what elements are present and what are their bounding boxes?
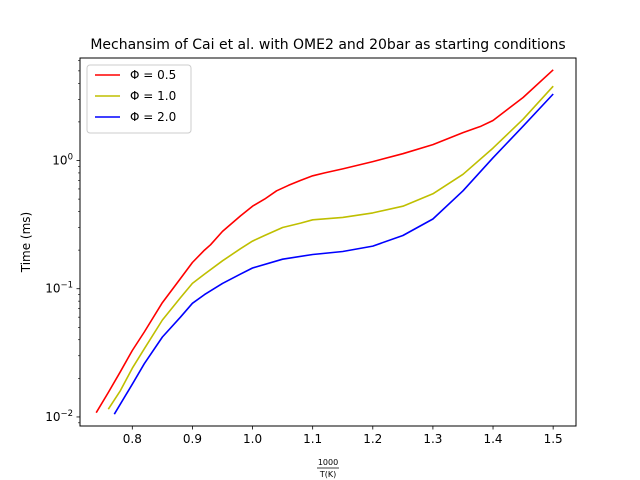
y-tick-label-0: 10−2 <box>45 409 73 424</box>
x-tick-label-0: 0.8 <box>123 432 142 446</box>
x-tick-label-2: 1.0 <box>243 432 262 446</box>
y-axis-label: Time (ms) <box>19 212 33 274</box>
y-axis: 10−2 10−1 100 <box>45 60 80 424</box>
y-tick-label-1: 10−1 <box>45 281 73 296</box>
series-line-0 <box>95 69 554 414</box>
series-line-2 <box>113 93 554 415</box>
x-tick-label-1: 0.9 <box>183 432 202 446</box>
x-tick-label-5: 1.3 <box>423 432 442 446</box>
x-tick-label-6: 1.4 <box>483 432 502 446</box>
x-axis-label-denominator: T(K) <box>319 470 336 479</box>
legend-label-1: Φ = 1.0 <box>130 89 176 103</box>
legend-label-2: Φ = 2.0 <box>130 110 176 124</box>
legend: Φ = 0.5 Φ = 1.0 Φ = 2.0 <box>86 64 192 134</box>
x-tick-label-7: 1.5 <box>544 432 563 446</box>
legend-box <box>86 64 192 134</box>
x-tick-label-3: 1.1 <box>303 432 322 446</box>
x-axis-label: 1000 T(K) <box>317 458 339 479</box>
x-axis-label-numerator: 1000 <box>318 458 338 467</box>
x-axis: 0.8 0.9 1.0 1.1 1.2 1.3 1.4 1.5 <box>123 426 563 446</box>
y-tick-label-2: 100 <box>52 152 73 167</box>
series-layer <box>95 69 554 415</box>
series-line-1 <box>107 85 554 410</box>
plot-frame <box>79 57 577 427</box>
x-tick-label-4: 1.2 <box>363 432 382 446</box>
legend-label-0: Φ = 0.5 <box>130 68 176 82</box>
chart-title: Mechansim of Cai et al. with OME2 and 20… <box>90 37 565 53</box>
